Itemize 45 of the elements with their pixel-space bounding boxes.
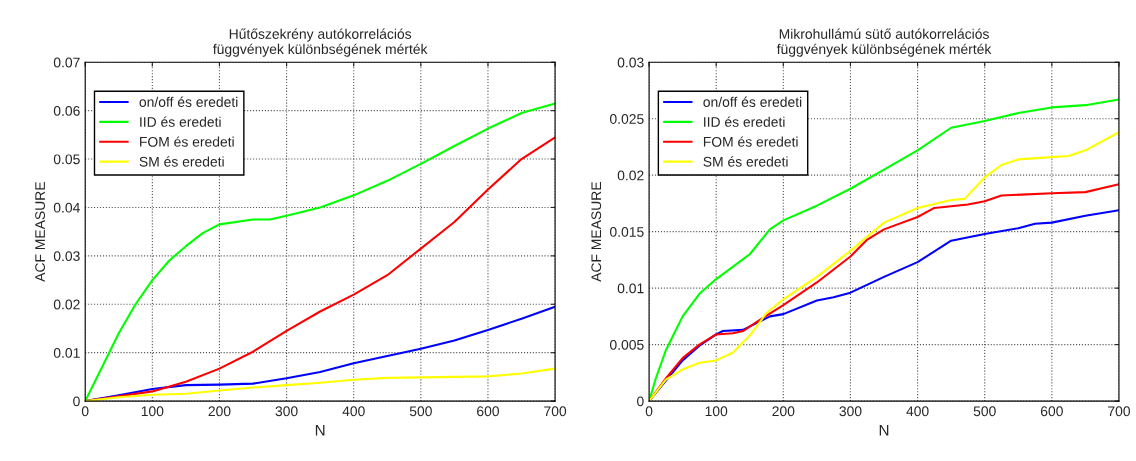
x-tick-label: 600 xyxy=(1040,406,1063,417)
x-tick-label: 200 xyxy=(772,406,795,417)
legend-label: IID és eredeti xyxy=(140,116,221,127)
legend-label: on/off és eredeti xyxy=(703,96,802,107)
legend-label: FOM és eredeti xyxy=(703,136,798,147)
y-tick-label: 0 xyxy=(637,396,644,407)
x-tick-label: 200 xyxy=(208,406,231,417)
legend-label: SM és eredeti xyxy=(139,156,224,167)
x-tick-label: 400 xyxy=(342,406,365,417)
x-tick-label: 700 xyxy=(1108,406,1130,417)
x-tick-label: 0 xyxy=(81,406,89,417)
x-tick-label: 0 xyxy=(645,406,653,417)
legend-label: SM és eredeti xyxy=(703,156,788,167)
x-tick-label: 500 xyxy=(409,406,432,417)
y-tick-label: 0.03 xyxy=(53,251,80,262)
y-axis-title: ACF MEASURE xyxy=(35,182,46,282)
x-tick-label: 600 xyxy=(477,406,500,417)
x-tick-label: 100 xyxy=(705,406,728,417)
x-tick-label: 400 xyxy=(906,406,929,417)
chart-title: Mikrohullámú sütő autókorrelációs függvények különbségének mérték xyxy=(776,28,992,57)
y-tick-label: 0.015 xyxy=(610,226,644,237)
y-tick-label: 0.02 xyxy=(53,299,80,310)
legend-label: IID és eredeti xyxy=(704,116,785,127)
chart-title: Hűtőszekrény autókorrelációs függvények különbségének mérték xyxy=(213,28,428,57)
legend-label: FOM és eredeti xyxy=(140,136,234,147)
y-tick-label: 0.03 xyxy=(617,57,644,68)
y-tick-label: 0.02 xyxy=(617,170,644,181)
y-axis-title: ACF MEASURE xyxy=(591,182,602,282)
y-tick-label: 0.01 xyxy=(617,283,644,294)
y-tick-label: 0 xyxy=(73,396,80,407)
x-tick-label: 100 xyxy=(141,406,164,417)
x-axis-title: N xyxy=(879,424,889,436)
x-axis-title: N xyxy=(315,424,325,436)
x-tick-label: 300 xyxy=(275,406,298,417)
y-tick-label: 0.025 xyxy=(610,114,644,124)
y-tick-label: 0.01 xyxy=(53,348,80,358)
y-tick-label: 0.06 xyxy=(53,105,80,116)
legend-label: on/off és eredeti xyxy=(139,96,238,107)
y-tick-label: 0.005 xyxy=(610,339,644,350)
x-tick-label: 700 xyxy=(544,406,567,417)
y-tick-label: 0.07 xyxy=(53,57,80,68)
x-tick-label: 500 xyxy=(973,406,996,417)
y-tick-label: 0.05 xyxy=(53,154,80,165)
x-tick-label: 300 xyxy=(839,406,862,417)
y-tick-label: 0.04 xyxy=(53,202,80,213)
